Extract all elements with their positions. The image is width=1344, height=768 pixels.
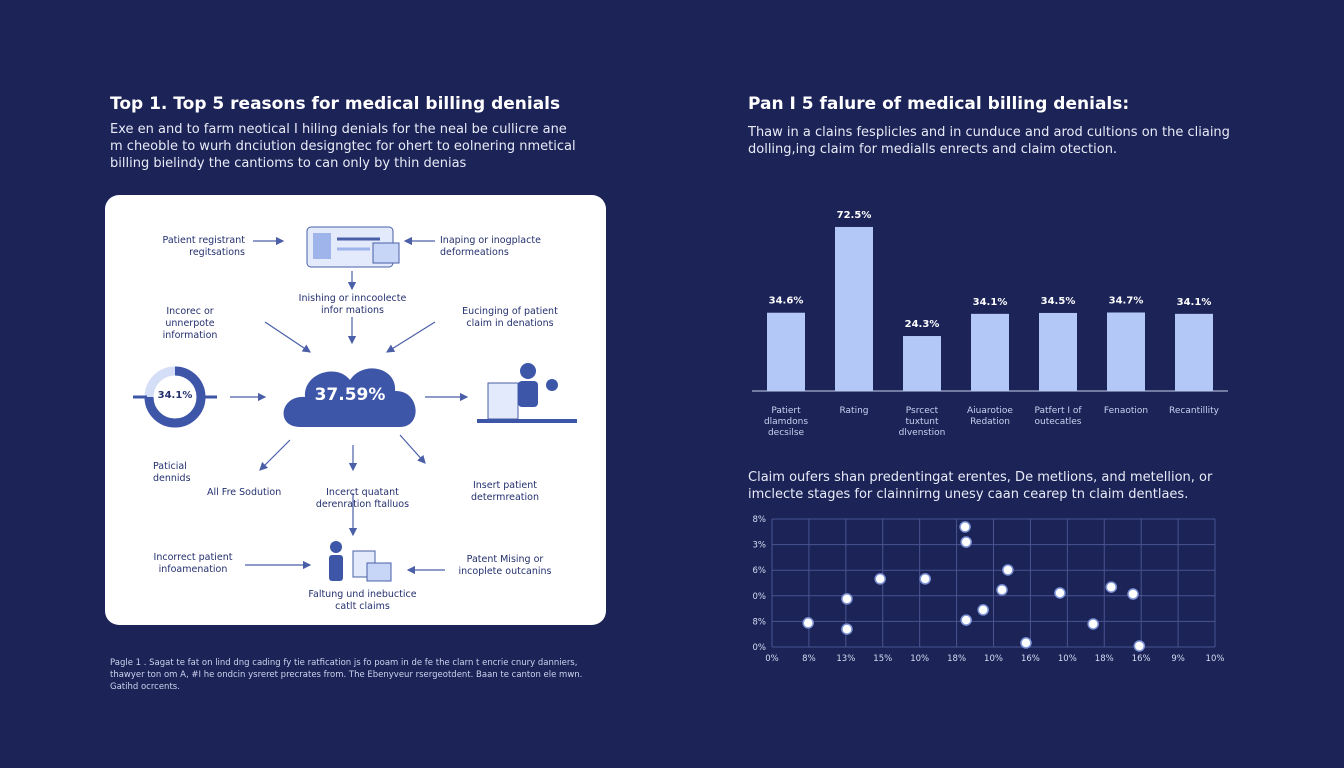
x-tick-label: 9%: [1171, 654, 1185, 664]
x-tick-label: 10%: [1058, 654, 1077, 664]
x-tick-label: Patiert dlamdons decsilse: [763, 406, 809, 438]
point: [841, 623, 853, 635]
bar: [971, 313, 1009, 391]
value-label: 34.6%: [769, 296, 804, 307]
point: [874, 573, 886, 585]
point: [1054, 587, 1066, 599]
y-tick-label: 8%: [753, 617, 767, 627]
diagram-label: Incorec or unnerpote information: [162, 306, 218, 341]
arrows: [230, 236, 469, 575]
bar: [1107, 312, 1145, 391]
point: [1133, 640, 1146, 652]
bar: [903, 336, 941, 391]
point: [959, 521, 971, 533]
point: [960, 536, 972, 548]
diagram-label: Eucinging of patient claim in denations: [462, 306, 558, 329]
cloud-label: 37.59%: [314, 385, 386, 405]
x-tick-label: Aiuarotioe Redation: [967, 406, 1013, 427]
y-tick-label: 8%: [753, 515, 767, 525]
value-label: 34.1%: [1177, 297, 1212, 308]
diagram-label: Incerct quatant derenration ftalluos: [315, 487, 410, 510]
subtitle-line: Claim oufers shan predentingat erentes, …: [748, 470, 1213, 485]
y-tick-label: 6%: [753, 566, 767, 576]
person-doc-icon: [329, 541, 392, 582]
diagram-label: Inaping or inogplacte deformeations: [440, 235, 541, 258]
point: [1127, 588, 1139, 600]
x-tick-label: 18%: [947, 654, 966, 664]
x-tick-label: Patfert I of outecatles: [1034, 406, 1082, 427]
bar: [1175, 313, 1213, 391]
person-desk-icon: [477, 363, 577, 423]
footer: Pagle 1 . Sagat te fat on lind dng cadin…: [110, 658, 583, 692]
point: [996, 584, 1008, 596]
subtitle-line: Thaw in a clains fesplicles and in cundu…: [748, 125, 1230, 140]
value-label: 34.5%: [1041, 296, 1076, 307]
left-paragraph: Exe en and to farm neotical I hiling den…: [110, 121, 576, 172]
id-card-icon: [306, 226, 400, 268]
paragraph-line: Exe en and to farm neotical I hiling den…: [110, 122, 567, 137]
x-tick-label: 16%: [1132, 654, 1151, 664]
y-tick-label: 0%: [753, 643, 767, 653]
point: [802, 617, 814, 629]
x-tick-label: 10%: [1206, 654, 1225, 664]
x-tick-label: Fenaotion: [1103, 406, 1149, 416]
x-tick-label: 15%: [873, 654, 892, 664]
point: [841, 593, 853, 605]
bar: [835, 226, 873, 391]
subtitle-line: dolling,ing claim for medialls enrects a…: [748, 142, 1118, 157]
x-tick-label: 13%: [836, 654, 855, 664]
diagram-label: Insert patient determreation: [471, 480, 539, 503]
bar: [1039, 312, 1077, 391]
point: [919, 573, 931, 585]
point: [1020, 637, 1032, 649]
x-tick-label: Rating: [839, 406, 869, 416]
diagram-label: Faltung und inebuctice catlt claims: [308, 589, 417, 612]
donut: [133, 366, 217, 428]
diagram-label: Inishing or inncoolecte infor mations: [298, 293, 407, 316]
diagram-label: Patent Mising or incoplete outcanins: [458, 554, 552, 577]
diagram-label: Patient registrant regitsations: [162, 235, 245, 258]
subtitle-line: imclecte stages for clainnirng unesy caa…: [748, 487, 1189, 502]
x-tick-label: 18%: [1095, 654, 1114, 664]
y-tick-label: 0%: [753, 592, 767, 602]
bar-title: Pan I 5 falure of medical billing denial…: [748, 94, 1130, 114]
bar: [767, 312, 805, 391]
point: [1087, 618, 1099, 630]
paragraph-line: billing bielindy the cantioms to can onl…: [110, 156, 467, 171]
bar-subtitle: Thaw in a clains fesplicles and in cundu…: [748, 124, 1230, 158]
value-label: 34.1%: [973, 297, 1008, 308]
diagram-label: Incorrect patient infoamenation: [153, 552, 233, 575]
diagram-label: All Fre Sodution: [207, 487, 282, 498]
x-tick-label: 16%: [1021, 654, 1040, 664]
x-tick-label: 0%: [765, 654, 779, 664]
donut-label: 34.1%: [157, 390, 193, 401]
x-tick-label: 10%: [984, 654, 1003, 664]
point: [977, 604, 989, 616]
x-tick-label: 8%: [802, 654, 816, 664]
diagram-graphics: [133, 226, 577, 582]
paragraph-line: m cheoble to wurh dnciution designgtec f…: [110, 139, 576, 154]
value-label: 24.3%: [905, 319, 940, 330]
point: [1002, 564, 1014, 576]
y-tick-label: 3%: [753, 541, 767, 551]
x-tick-label: Psrcect tuxtunt dlvenstion: [898, 406, 946, 438]
diagram-panel: Patient registrant regitsations Inaping …: [105, 195, 606, 625]
point: [960, 614, 972, 626]
value-label: 72.5%: [837, 210, 872, 221]
value-label: 34.7%: [1109, 295, 1144, 306]
scatter-subtitle: Claim oufers shan predentingat erentes, …: [748, 469, 1212, 503]
x-tick-label: Recantillity: [1169, 406, 1219, 416]
x-tick-label: 10%: [910, 654, 929, 664]
point: [1105, 581, 1118, 593]
diagram-label: Paticial dennids: [153, 461, 191, 484]
left-title: Top 1. Top 5 reasons for medical billing…: [110, 94, 561, 114]
cloud: [283, 368, 416, 427]
